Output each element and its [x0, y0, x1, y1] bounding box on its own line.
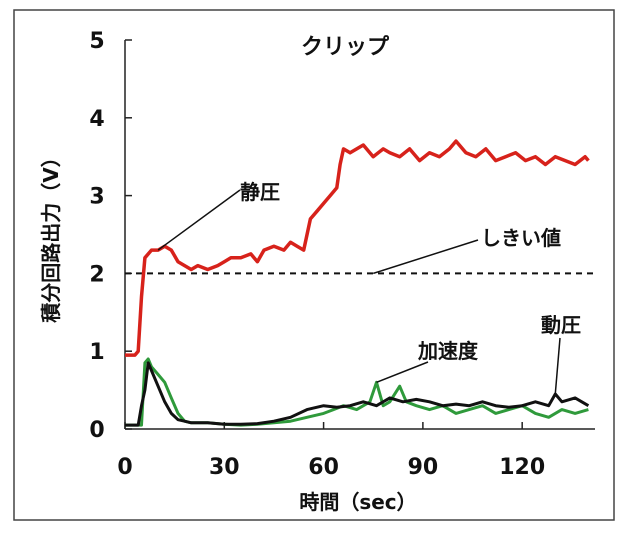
x-tick-label: 0	[117, 455, 132, 480]
x-tick-label: 90	[408, 455, 439, 480]
series-line-0	[125, 139, 590, 357]
y-tick-label: 0	[89, 418, 104, 443]
chart-title: クリップ	[301, 35, 390, 60]
y-tick-label: 5	[89, 29, 104, 54]
annotation-threshold: しきい値	[481, 226, 561, 250]
y-tick-label: 3	[89, 185, 104, 210]
y-tick-label: 2	[89, 262, 104, 287]
y-tick-label: 4	[89, 107, 104, 132]
x-tick-label: 120	[499, 455, 545, 480]
annotation-static-pressure: 静圧	[240, 180, 280, 204]
y-tick-label: 1	[89, 340, 104, 365]
y-axis-label: 積分回路出力（V）	[39, 147, 63, 322]
annotation-leader-line	[376, 361, 429, 384]
series-line-1	[125, 357, 589, 427]
x-tick-label: 60	[308, 455, 339, 480]
series-line-2	[125, 361, 590, 427]
x-ticks: 0 30 60 90 120	[117, 422, 545, 480]
y-ticks: 0 1 2 3 4 5	[89, 29, 132, 443]
annotation-lines	[157, 189, 561, 395]
annotation-acceleration: 加速度	[417, 339, 479, 363]
x-tick-label: 30	[209, 455, 240, 480]
series-layer	[125, 139, 590, 427]
annotation-dynamic-pressure: 動圧	[541, 313, 581, 337]
annotation-leader-line	[157, 189, 241, 251]
annotation-leader-line	[373, 239, 479, 275]
figure-border	[13, 9, 615, 521]
x-axis-label: 時間（sec）	[299, 490, 416, 514]
annotation-leader-line	[554, 337, 561, 395]
